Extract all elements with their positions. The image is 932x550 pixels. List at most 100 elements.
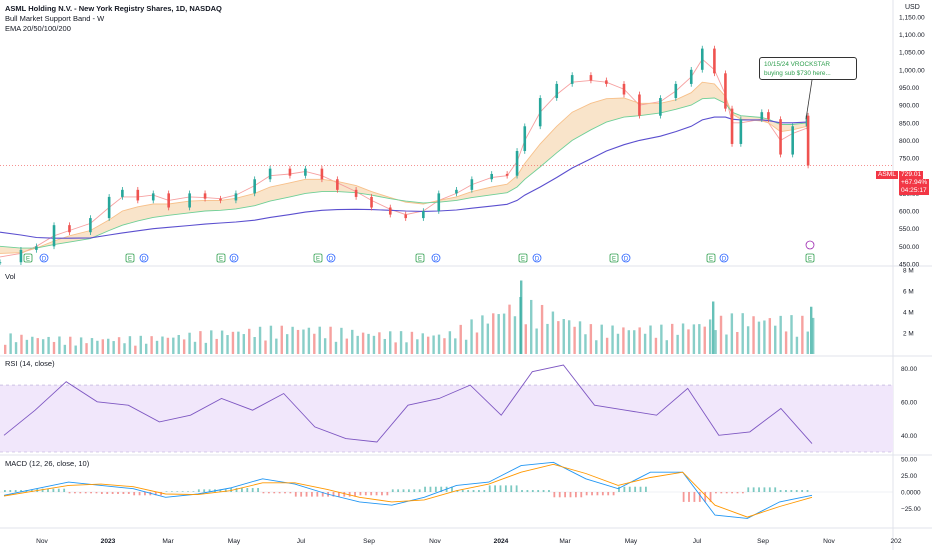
time-axis-tick: May [228,538,241,545]
volume-bar [546,323,549,354]
candle [121,189,124,197]
volume-bar [220,330,224,354]
price-axis-tick: 450.00 [899,262,920,269]
candle [89,218,92,233]
volume-bar [123,343,126,354]
time-axis-tick: 2023 [101,538,116,545]
earnings-marker [23,253,33,263]
volume-bar [432,335,435,354]
volume-bar [36,338,39,354]
macd-histogram-bar [515,485,518,492]
macd-histogram-bar [709,492,712,502]
volume-bar [285,334,289,354]
dividend-marker [532,253,542,263]
volume-bar [611,325,614,354]
macd-histogram-bar [187,491,189,492]
price-axis-tick: 900.00 [899,103,920,110]
price-axis-tick: 550.00 [899,226,920,233]
volume-axis-tick: 8 M [903,268,914,275]
volume-bar [774,325,777,354]
price-axis-tick: 800.00 [899,138,920,145]
macd-histogram-bar [741,492,744,494]
dividend-marker-label: D [142,257,147,263]
volume-bar [79,337,83,354]
macd-histogram-bar [634,486,637,492]
macd-histogram-bar [790,490,793,492]
volume-bar [600,324,603,354]
volume-bar [681,323,685,354]
dividend-marker-label: D [42,257,47,263]
candle [570,75,574,84]
earnings-marker [609,253,619,263]
currency-label[interactable]: USD [905,4,920,11]
volume-bar [117,337,121,354]
volume-bar [779,315,782,354]
candle [268,168,272,180]
volume-bar [383,338,386,354]
volume-bar [784,331,788,354]
macd-histogram-bar [359,492,362,496]
volume-bar [790,315,793,354]
macd-histogram-bar [4,490,6,492]
rsi-pane-title[interactable]: RSI (14, close) [5,359,55,368]
time-axis-tick: 2024 [494,538,509,545]
annotation-callout[interactable]: 10/15/24 VROCKSTAR buying sub $730 here.… [759,57,857,80]
price-axis-tick: 1,100.00 [899,32,925,39]
volume-bar [470,319,473,354]
dividend-marker-label: D [535,257,540,263]
time-axis-tick: Sep [363,538,375,545]
macd-histogram-bar [688,492,690,502]
macd-histogram-bar [111,492,114,494]
volume-bar [264,340,267,354]
price-axis-tick: 600.00 [899,209,920,216]
candle [388,207,392,215]
macd-histogram-bar [197,489,200,492]
volume-bar [524,324,527,354]
macd-pane-title[interactable]: MACD (12, 26, close, 10) [5,459,90,468]
macd-histogram-bar [289,492,292,494]
macd-histogram-bar [219,489,222,492]
volume-bar [399,331,403,354]
macd-histogram-bar [343,492,346,497]
rsi-line [3,364,813,444]
volume-bar [31,336,34,354]
candle [19,249,23,263]
dividend-marker [621,253,631,263]
macd-histogram-bar [585,492,588,496]
macd-histogram-bar [224,489,227,492]
volume-bar [69,336,72,354]
macd-histogram-bar [601,492,604,496]
dividend-marker [326,253,336,263]
macd-histogram-bar [95,492,98,494]
candle [589,75,593,81]
volume-bar [389,331,392,354]
candle [304,168,307,176]
volume-bar [687,329,690,354]
volume-bar [329,326,332,354]
indicator-ema-label[interactable]: EMA 20/50/100/200 [5,24,71,33]
earnings-marker [125,253,135,263]
macd-histogram-bar [715,492,717,494]
candle [0,262,2,264]
volume-bar [551,311,555,354]
candle [505,173,509,176]
volume-bar [248,328,251,354]
dividend-marker [719,253,729,263]
volume-pane-title[interactable]: Vol [5,272,16,281]
macd-histogram-bar [176,491,179,492]
volume-bar [768,318,772,354]
volume-bar [323,338,327,354]
volume-bar [313,333,316,354]
dividend-marker [139,253,149,263]
macd-histogram-bar [262,492,265,494]
volume-bar [307,327,311,354]
volume-bar [96,340,99,354]
macd-histogram-bar [806,490,809,492]
macd-histogram-bar [267,492,270,494]
macd-histogram-bar [763,487,766,492]
indicator-support-band-label[interactable]: Bull Market Support Band - W [5,14,105,23]
volume-bar [345,338,349,354]
earnings-marker-label: E [26,257,30,263]
macd-histogram-bar [84,492,87,494]
